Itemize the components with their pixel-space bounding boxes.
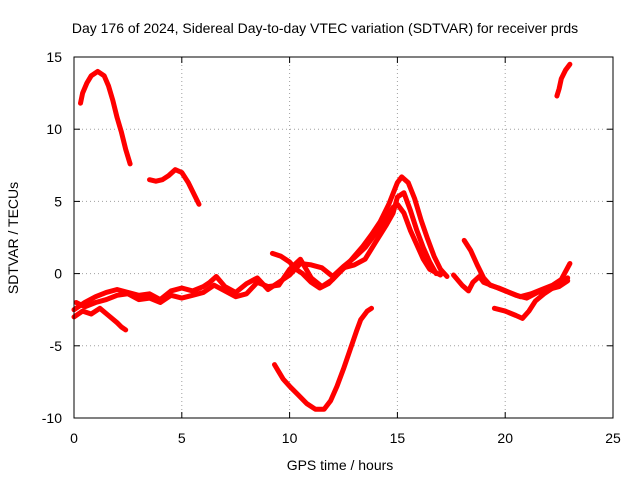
series-arc-4 bbox=[272, 305, 374, 412]
y-tick-label: 0 bbox=[54, 266, 62, 282]
series-arc-2 bbox=[147, 167, 202, 207]
x-tick-label: 20 bbox=[497, 430, 513, 446]
y-tick-label: 5 bbox=[54, 193, 62, 209]
y-axis-label: SDTVAR / TECUs bbox=[5, 182, 21, 294]
data-series bbox=[71, 61, 573, 412]
grid-lines bbox=[74, 57, 613, 418]
x-tick-label: 15 bbox=[390, 430, 406, 446]
series-arc-11 bbox=[491, 275, 571, 321]
x-tick-label: 5 bbox=[178, 430, 186, 446]
x-tick-label: 25 bbox=[605, 430, 621, 446]
y-tick-label: -5 bbox=[50, 338, 63, 354]
chart-title: Day 176 of 2024, Sidereal Day-to-day VTE… bbox=[72, 20, 578, 36]
x-tick-label: 10 bbox=[282, 430, 298, 446]
series-arc-6 bbox=[73, 190, 439, 310]
plot-frame bbox=[73, 56, 614, 419]
y-tick-label: -10 bbox=[42, 410, 62, 426]
x-tick-label: 0 bbox=[70, 430, 78, 446]
series-arc-3 bbox=[554, 61, 573, 99]
y-tick-label: 10 bbox=[46, 121, 62, 137]
x-axis-label: GPS time / hours bbox=[287, 457, 394, 473]
y-tick-label: 15 bbox=[46, 49, 62, 65]
series-arc-7 bbox=[269, 174, 450, 291]
series-arc-1 bbox=[78, 68, 133, 167]
series-arc-8 bbox=[71, 305, 129, 333]
axis-ticks: 0 5 10 15 20 25 -10 -5 0 5 10 15 bbox=[42, 49, 621, 446]
